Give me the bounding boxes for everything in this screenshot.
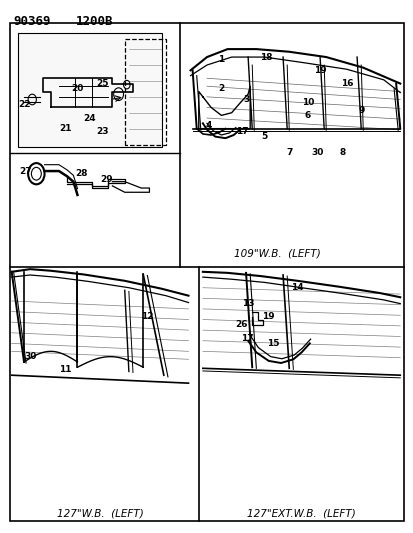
Text: 109"W.B.  (LEFT): 109"W.B. (LEFT) <box>233 248 320 259</box>
Text: 20: 20 <box>71 84 83 93</box>
Text: 29: 29 <box>100 174 112 183</box>
Text: 8: 8 <box>339 148 345 157</box>
Text: 6: 6 <box>304 111 310 120</box>
Text: 23: 23 <box>96 127 108 136</box>
Text: 5: 5 <box>261 132 267 141</box>
Text: 19: 19 <box>313 66 325 75</box>
Text: 21: 21 <box>59 124 71 133</box>
Text: 17: 17 <box>240 334 253 343</box>
Text: 90369: 90369 <box>14 14 51 28</box>
Text: 22: 22 <box>18 100 30 109</box>
Text: 27: 27 <box>19 166 31 175</box>
Text: 11: 11 <box>59 366 71 374</box>
Text: 1: 1 <box>218 55 224 64</box>
Text: 14: 14 <box>290 283 303 292</box>
Text: 9: 9 <box>357 106 363 115</box>
Text: 25: 25 <box>96 79 108 88</box>
Text: 2: 2 <box>218 84 224 93</box>
Text: 1200B: 1200B <box>75 14 113 28</box>
Text: 24: 24 <box>83 114 96 123</box>
Text: 3: 3 <box>242 95 249 104</box>
Text: 28: 28 <box>75 169 88 178</box>
Text: 7: 7 <box>285 148 292 157</box>
Text: 127"W.B.  (LEFT): 127"W.B. (LEFT) <box>57 508 143 519</box>
Text: 26: 26 <box>235 320 248 329</box>
Text: 12: 12 <box>141 312 153 321</box>
Text: 30: 30 <box>311 148 323 157</box>
Text: 17: 17 <box>235 127 248 136</box>
Text: 15: 15 <box>266 339 278 348</box>
Text: 10: 10 <box>301 98 313 107</box>
Text: 127"EXT.W.B.  (LEFT): 127"EXT.W.B. (LEFT) <box>247 508 355 519</box>
Text: 13: 13 <box>241 299 254 308</box>
Text: 16: 16 <box>340 79 352 88</box>
Bar <box>18 33 161 147</box>
Text: 4: 4 <box>205 122 212 131</box>
Text: 18: 18 <box>260 53 272 62</box>
Text: 19: 19 <box>262 312 274 321</box>
Text: 30: 30 <box>24 352 36 361</box>
